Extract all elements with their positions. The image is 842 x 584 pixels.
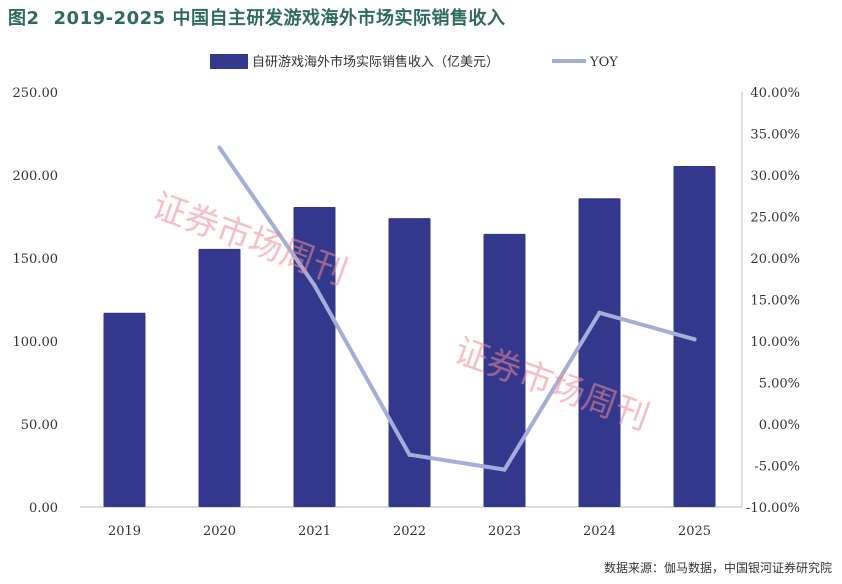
x-tick-2021: 2021 [298, 524, 331, 539]
watermark-text-2: 证券市场周刊 [449, 331, 654, 438]
x-tick-2023: 2023 [488, 524, 521, 539]
y-right-tick: 20.00% [750, 252, 800, 267]
x-tick-2020: 2020 [203, 524, 236, 539]
yoy-segment-2023-2024 [502, 310, 602, 472]
y-right-tick: -10.00% [746, 501, 800, 516]
bar-2022 [388, 218, 431, 507]
legend-bar-swatch [210, 54, 248, 69]
yoy-point-2023 [502, 467, 507, 472]
figure-label: 图2 [8, 8, 40, 29]
x-tick-2022: 2022 [393, 524, 426, 539]
source-note: 数据来源：伽马数据，中国银河证券研究院 [603, 561, 832, 575]
bar-2024 [578, 198, 621, 508]
y-left-tick: 250.00 [13, 86, 59, 101]
y-right-tick: 15.00% [750, 294, 800, 309]
y-left-tick: 50.00 [21, 418, 58, 433]
bar-2020 [198, 248, 241, 507]
yoy-point-2024 [597, 310, 602, 315]
y-right-tick: 30.00% [750, 169, 800, 184]
legend-line-label: YOY [589, 55, 618, 70]
x-tick-2019: 2019 [108, 524, 141, 539]
bar-2019 [103, 312, 146, 507]
y-right-tick: 10.00% [750, 335, 800, 350]
yoy-segment-2020-2021 [217, 145, 317, 288]
yoy-point-2025 [692, 337, 697, 342]
x-tick-2025: 2025 [678, 524, 711, 539]
y-left-tick: 150.00 [13, 252, 59, 267]
yoy-segment-2022-2023 [407, 452, 507, 472]
legend: 自研游戏海外市场实际销售收入（亿美元） YOY [210, 54, 618, 70]
y-right-tick: 35.00% [750, 128, 800, 143]
bar-2021 [293, 207, 336, 507]
y-right-tick: -5.00% [754, 460, 800, 475]
y-right-tick: 40.00% [750, 86, 800, 101]
y-right-tick: 0.00% [759, 418, 800, 433]
y-right-tick: 25.00% [750, 211, 800, 226]
bar-2025 [673, 166, 716, 507]
yoy-point-2021 [312, 283, 317, 288]
yoy-segment-2021-2022 [312, 283, 412, 457]
title-text: 2019-2025 中国自主研发游戏海外市场实际销售收入 [53, 8, 506, 29]
x-tick-2024: 2024 [583, 524, 616, 539]
figure-title: 图2 2019-2025 中国自主研发游戏海外市场实际销售收入 [8, 4, 505, 30]
bar-2023 [483, 233, 526, 507]
y-left-tick: 0.00 [29, 501, 58, 516]
legend-bar-label: 自研游戏海外市场实际销售收入（亿美元） [252, 54, 499, 70]
y-right-tick: 5.00% [759, 377, 800, 392]
y-left-tick: 100.00 [13, 335, 59, 350]
yoy-segment-2024-2025 [597, 310, 697, 342]
y-left-tick: 200.00 [13, 169, 59, 184]
yoy-point-2020 [217, 145, 222, 150]
yoy-point-2022 [407, 452, 412, 457]
